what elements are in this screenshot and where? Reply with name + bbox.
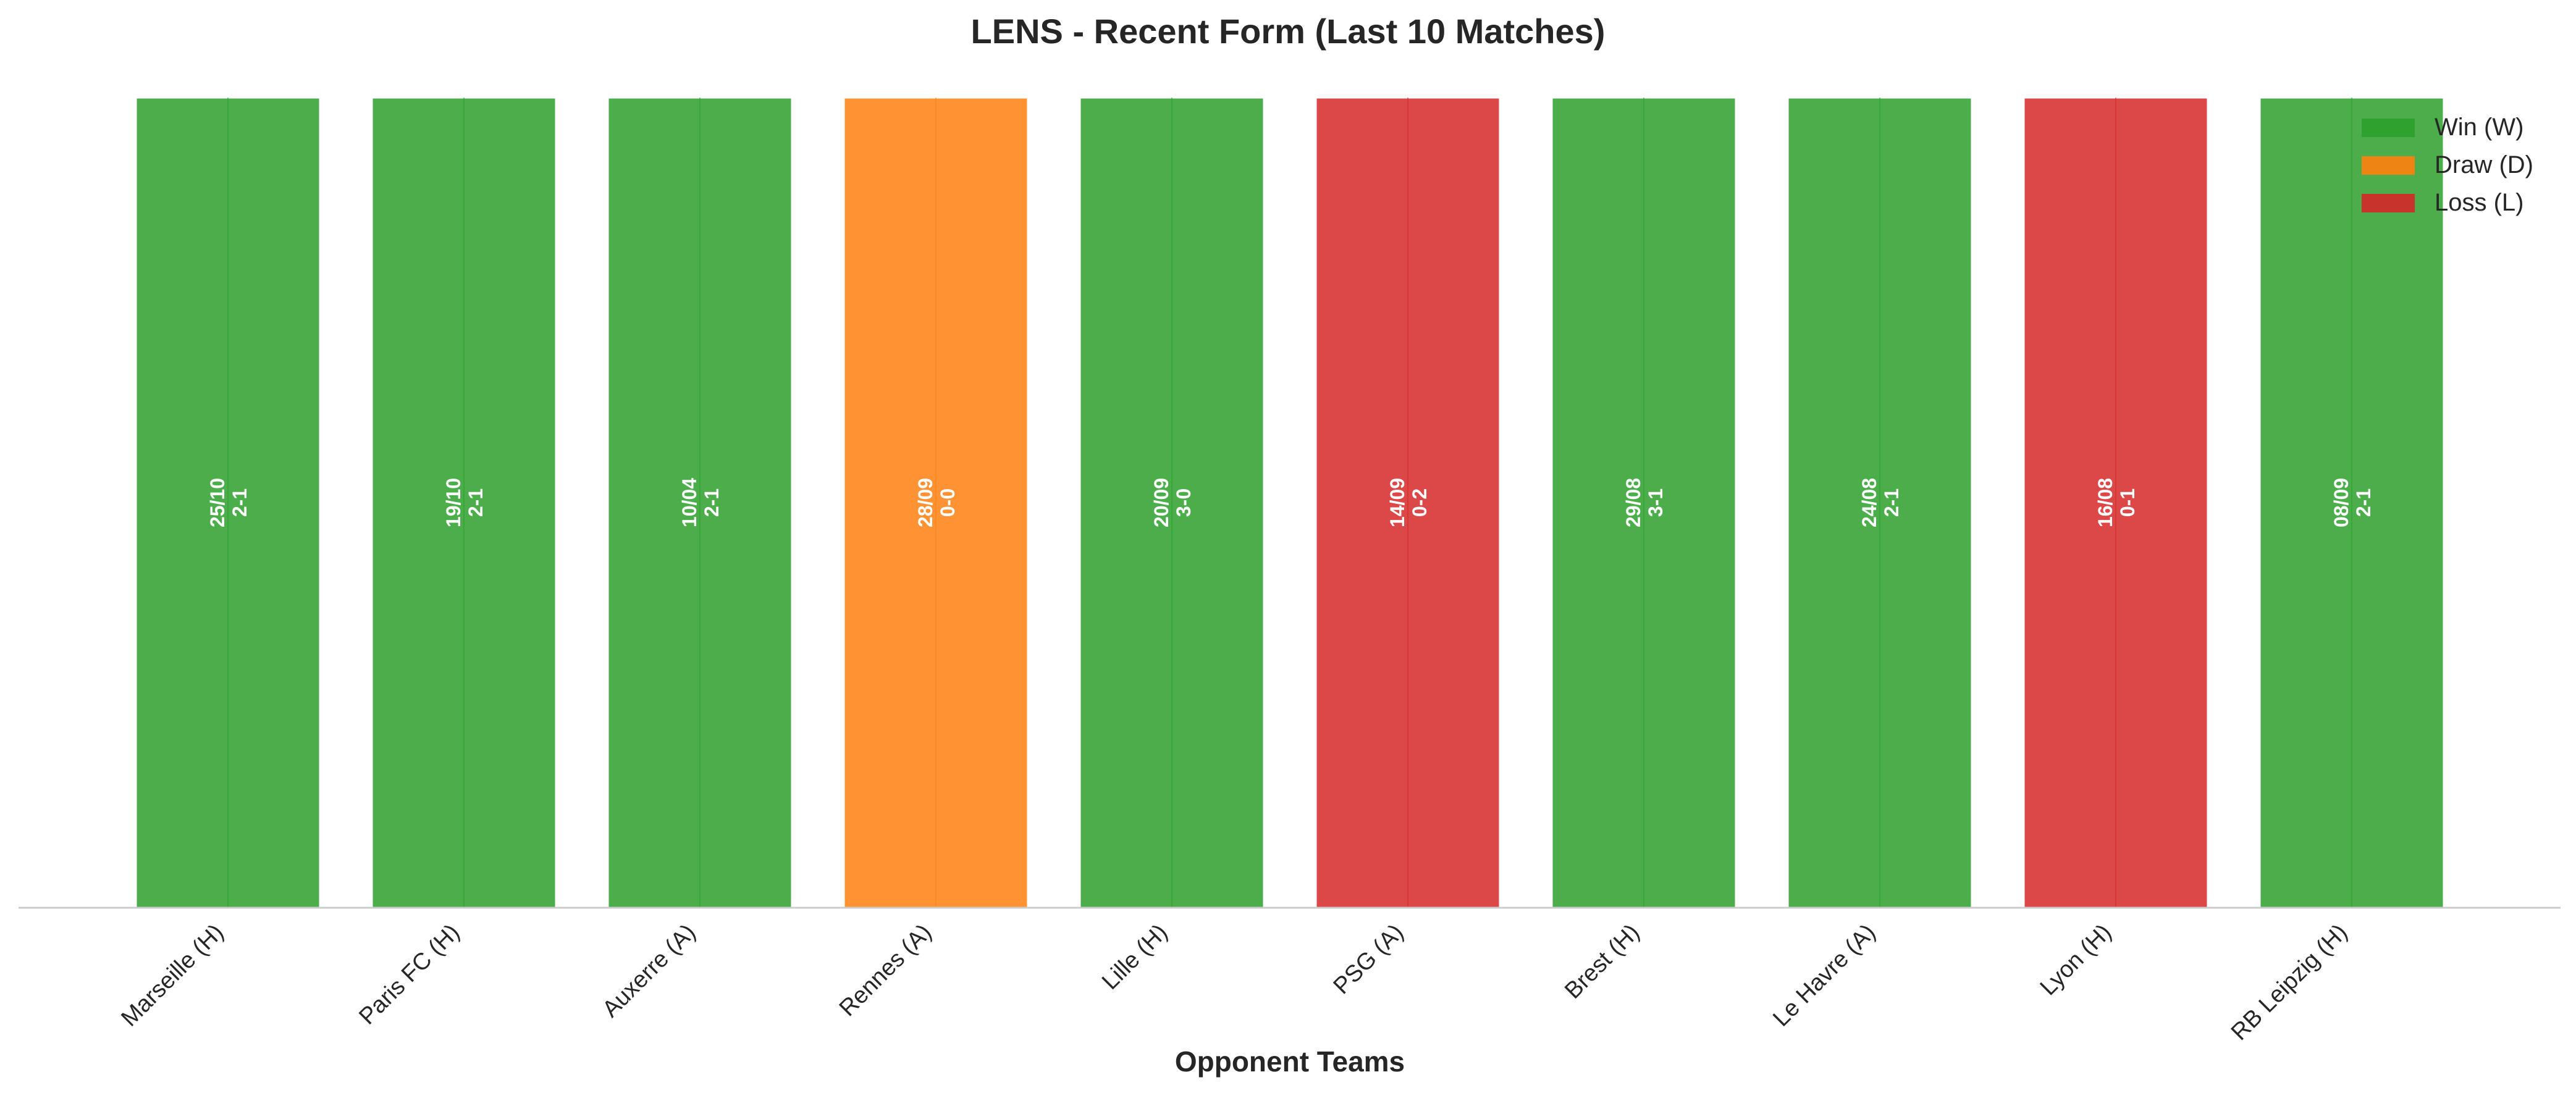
bar-data-label: 25/102-1 xyxy=(206,478,251,527)
bar-data-label: 24/082-1 xyxy=(1858,478,1903,527)
x-axis-label: Opponent Teams xyxy=(1175,1045,1405,1078)
bar-data-label: 29/083-1 xyxy=(1622,478,1667,527)
legend-swatch xyxy=(2362,194,2415,212)
x-tick-labels: Marseille (H) Paris FC (H) Auxerre (A) Renn… xyxy=(116,919,2352,1045)
legend-swatch xyxy=(2362,119,2415,137)
x-tick-label: Brest (H) xyxy=(1560,919,1644,1004)
x-tick-label: Rennes (A) xyxy=(835,919,937,1022)
x-tick-label: Lille (H) xyxy=(1097,919,1172,995)
legend-label: Draw (D) xyxy=(2435,151,2533,178)
bars-group: 25/102-1 19/102-1 10/042-1 28/090-0 20/093-0… xyxy=(135,96,2445,909)
x-tick-label: Auxerre (A) xyxy=(597,919,701,1023)
legend-label: Loss (L) xyxy=(2435,189,2524,216)
x-tick-label: Marseille (H) xyxy=(116,919,229,1032)
bar-data-label: 16/080-1 xyxy=(2094,478,2139,527)
x-tick-label: Paris FC (H) xyxy=(354,919,465,1030)
x-tick-label: PSG (A) xyxy=(1329,919,1409,1000)
chart-title: LENS - Recent Form (Last 10 Matches) xyxy=(971,12,1606,51)
bar-data-label: 08/092-1 xyxy=(2330,478,2375,527)
bar-data-label: 14/090-2 xyxy=(1386,478,1431,527)
x-tick-label: Lyon (H) xyxy=(2035,919,2117,1001)
legend: Win (W) Draw (D) Loss (L) xyxy=(2362,114,2533,216)
legend-swatch xyxy=(2362,156,2415,175)
x-tick-label: Le Havre (A) xyxy=(1768,919,1880,1032)
bar-data-label: 20/093-0 xyxy=(1150,478,1195,527)
legend-label: Win (W) xyxy=(2435,114,2523,141)
x-tick-label: RB Leipzig (H) xyxy=(2226,919,2352,1045)
bar-data-label: 28/090-0 xyxy=(914,478,959,527)
bar-data-label: 19/102-1 xyxy=(442,478,487,527)
bar-data-label: 10/042-1 xyxy=(678,478,723,527)
